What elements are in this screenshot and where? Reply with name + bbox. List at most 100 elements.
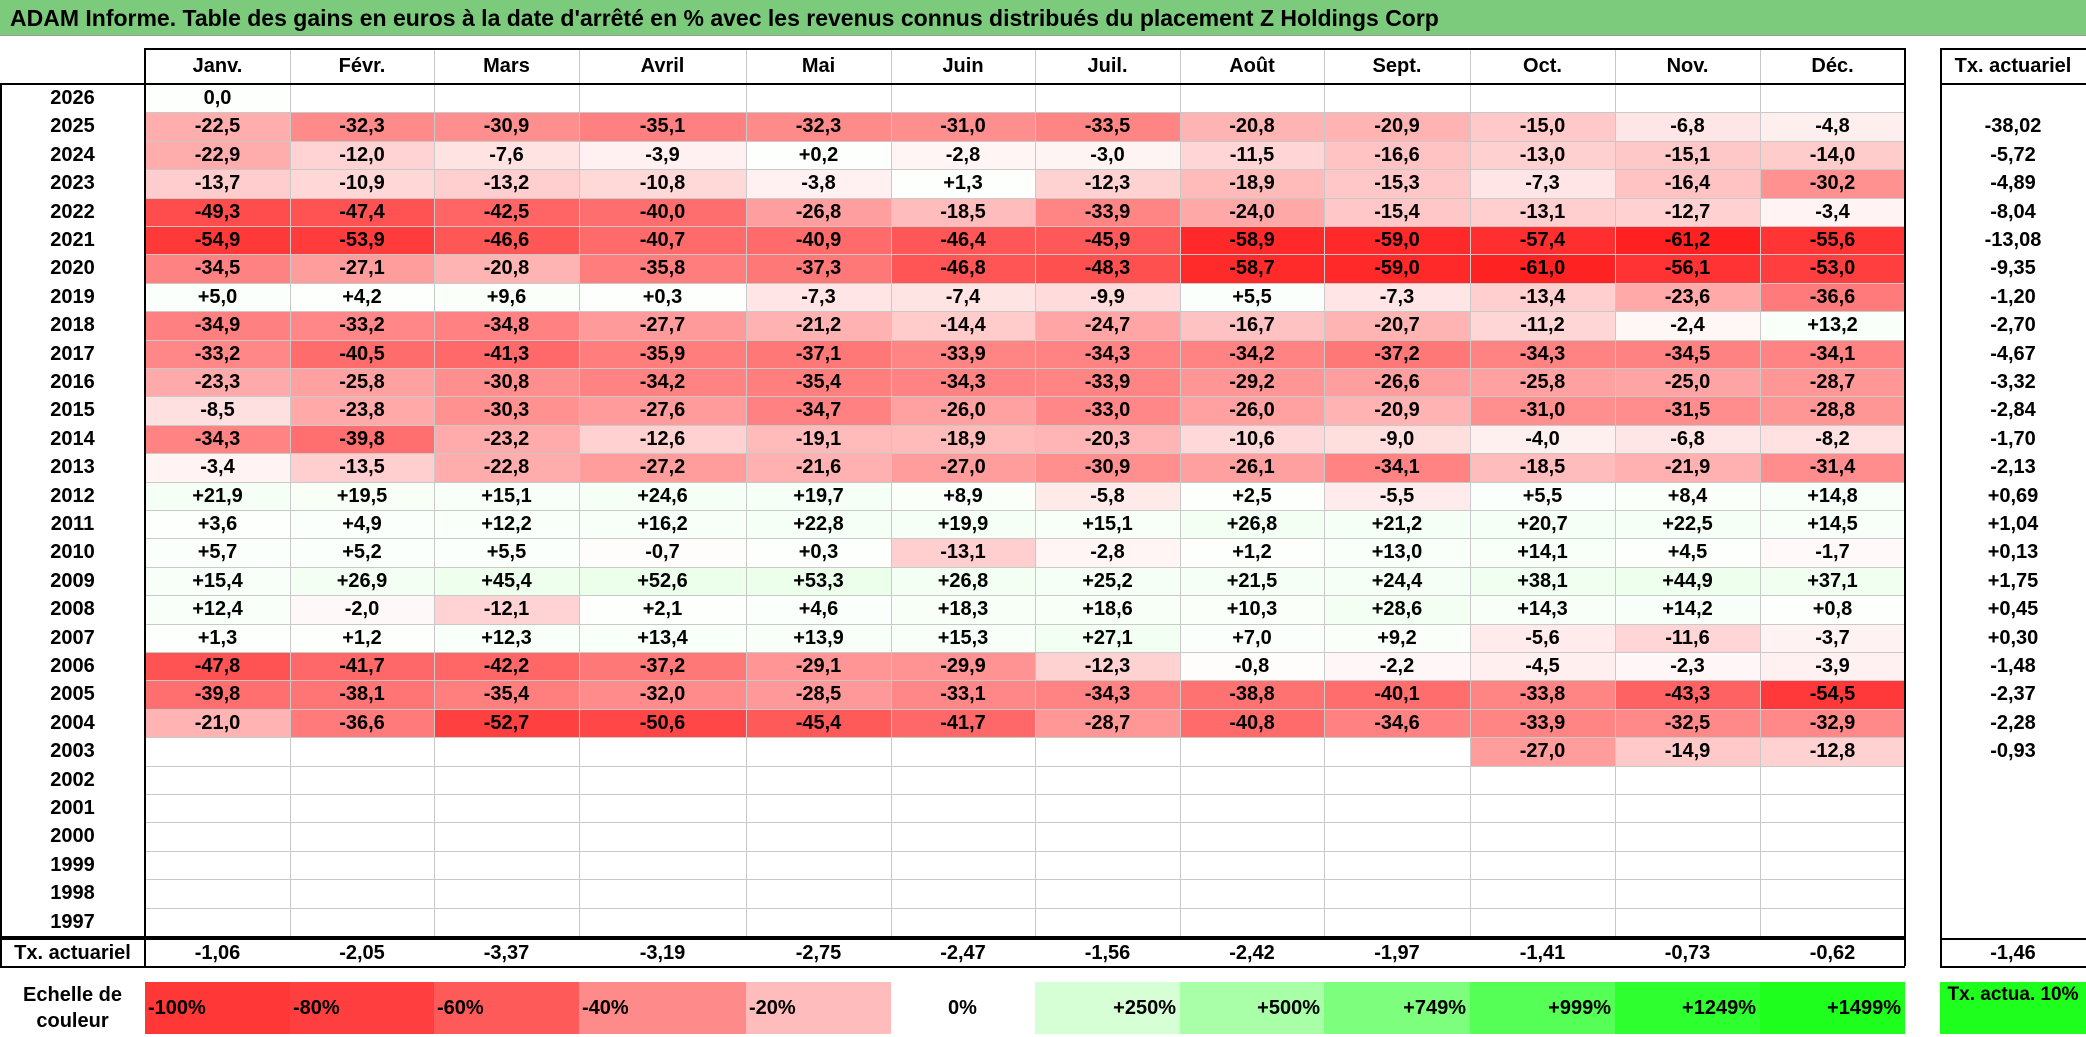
table-cell: -26,6: [1324, 369, 1470, 397]
table-cell: +16,2: [579, 511, 746, 539]
table-cell: -4,8: [1760, 113, 1905, 141]
table-cell: -8,5: [145, 397, 290, 425]
table-cell: +0,2: [746, 141, 891, 170]
table-cell: -33,8: [1470, 681, 1615, 709]
footer-cell: -2,47: [940, 942, 986, 964]
column-divider: [1470, 48, 1471, 936]
table-cell: +5,2: [290, 539, 434, 567]
year-label: 2022: [0, 197, 145, 226]
table-cell: +21,2: [1324, 511, 1470, 539]
table-cell: +13,4: [579, 624, 746, 652]
rate-footer-top-border: [1940, 938, 2086, 940]
year-label: 2014: [0, 424, 145, 454]
legend-step: -100%: [145, 982, 290, 1034]
year-label: 2020: [0, 254, 145, 283]
table-cell: [434, 738, 579, 765]
rate-cell: -2,13: [1990, 456, 2036, 479]
year-label: 2024: [0, 140, 145, 170]
table-cell: -12,8: [1760, 738, 1905, 766]
table-cell: [1180, 767, 1324, 794]
table-cell: -6,8: [1615, 113, 1760, 141]
table-cell: -21,0: [145, 709, 290, 738]
table-cell: [746, 795, 891, 822]
table-cell: -2,0: [290, 596, 434, 624]
table-cell: -4,0: [1470, 425, 1615, 454]
table-cell: +5,5: [1470, 482, 1615, 510]
table-cell: +25,2: [1035, 567, 1180, 596]
table-cell: +14,1: [1470, 539, 1615, 567]
table-cell: -61,2: [1615, 227, 1760, 255]
table-cell: +18,3: [891, 596, 1035, 624]
table-cell: -53,9: [290, 227, 434, 255]
row-divider: [0, 169, 1905, 171]
table-cell: -21,9: [1615, 454, 1760, 482]
month-header: Déc.: [1811, 55, 1854, 77]
table-cell: +21,9: [145, 482, 290, 510]
column-divider: [1324, 48, 1325, 936]
legend-step: -20%: [746, 982, 891, 1034]
table-cell: [1180, 852, 1324, 879]
table-cell: +12,3: [434, 624, 579, 652]
table-cell: -20,9: [1324, 113, 1470, 141]
rate-cell: -0,93: [1990, 740, 2036, 763]
footer-cell: -0,73: [1664, 942, 1711, 964]
table-cell: -40,9: [746, 227, 891, 255]
rate-cell: -1,20: [1990, 285, 2036, 308]
table-cell: -27,6: [579, 397, 746, 425]
table-cell: -22,9: [145, 141, 290, 170]
table-cell: -6,8: [1615, 425, 1760, 454]
table-cell: +20,7: [1470, 511, 1615, 539]
table-cell: -35,9: [579, 340, 746, 368]
table-cell: +45,4: [434, 567, 579, 596]
table-cell: +1,3: [145, 624, 290, 652]
table-cell: -27,0: [1470, 738, 1615, 766]
table-cell: [746, 852, 891, 879]
table-cell: -26,8: [746, 198, 891, 226]
table-cell: [746, 823, 891, 850]
table-cell: -15,0: [1470, 113, 1615, 141]
table-cell: -54,5: [1760, 681, 1905, 709]
table-cell: +5,7: [145, 539, 290, 567]
table-cell: [1470, 795, 1615, 822]
year-column-border: [144, 48, 146, 966]
table-cell: [746, 909, 891, 936]
table-cell: +5,5: [434, 539, 579, 567]
table-cell: -18,9: [1180, 170, 1324, 198]
table-cell: [1615, 767, 1760, 794]
table-cell: [1760, 795, 1905, 822]
table-cell: -25,0: [1615, 369, 1760, 397]
table-cell: -10,8: [579, 170, 746, 198]
year-label: 2018: [0, 311, 145, 340]
row-divider: [0, 339, 1905, 341]
table-cell: [1035, 852, 1180, 879]
year-label: 2016: [0, 368, 145, 397]
table-cell: +53,3: [746, 567, 891, 596]
table-cell: -58,9: [1180, 227, 1324, 255]
table-cell: +0,3: [746, 539, 891, 567]
table-cell: -29,9: [891, 653, 1035, 681]
table-cell: -4,5: [1470, 653, 1615, 681]
table-cell: [145, 880, 290, 907]
table-cell: -21,2: [746, 312, 891, 340]
row-divider: [0, 424, 1905, 426]
table-cell: [290, 823, 434, 850]
table-cell: +26,9: [290, 567, 434, 596]
table-cell: -10,9: [290, 170, 434, 198]
legend-step: +999%: [1470, 982, 1615, 1034]
table-cell: -14,9: [1615, 738, 1760, 766]
table-cell: +9,6: [434, 283, 579, 312]
table-cell: [290, 852, 434, 879]
year-label: 2009: [0, 566, 145, 596]
row-divider: [0, 112, 1905, 114]
table-cell: +4,2: [290, 283, 434, 312]
table-cell: -34,1: [1760, 340, 1905, 368]
month-header: Mai: [801, 55, 836, 77]
table-cell: -7,3: [1470, 170, 1615, 198]
year-label: 2008: [0, 595, 145, 624]
table-cell: -9,9: [1035, 283, 1180, 312]
table-cell: -61,0: [1470, 255, 1615, 283]
table-cell: -40,1: [1324, 681, 1470, 709]
table-cell: -16,4: [1615, 170, 1760, 198]
table-cell: -40,7: [579, 227, 746, 255]
